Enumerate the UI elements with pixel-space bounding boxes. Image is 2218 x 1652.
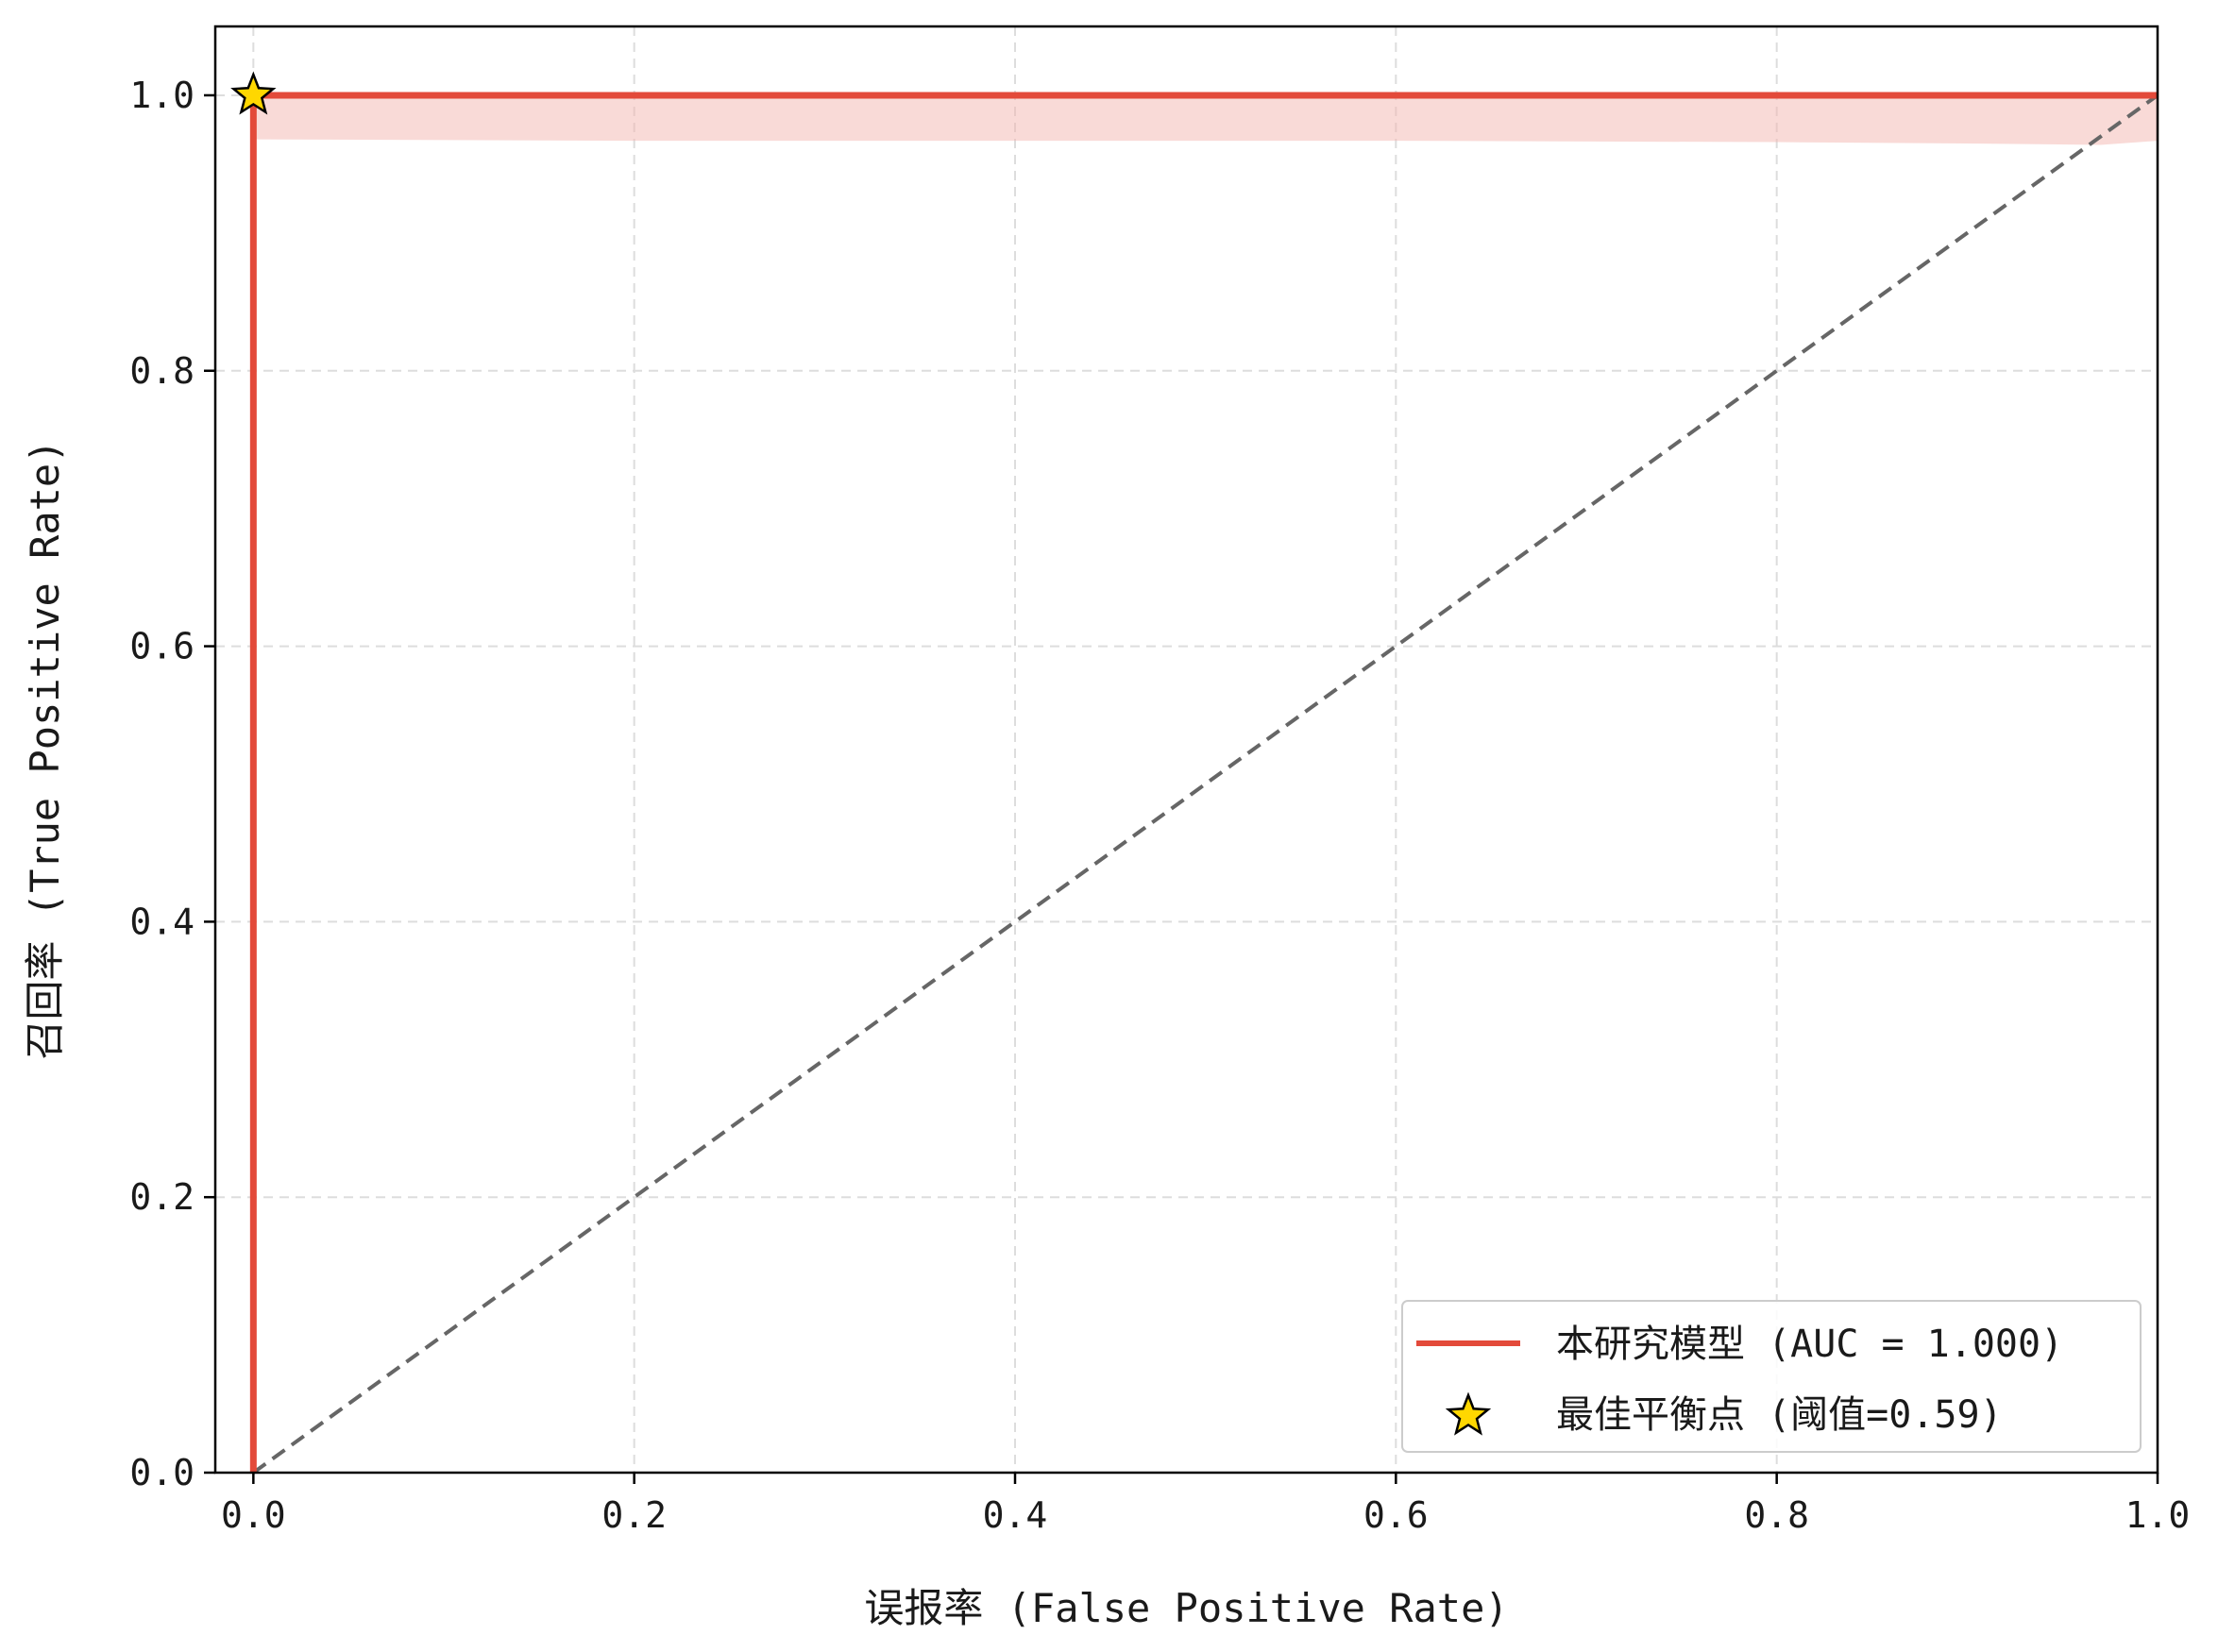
legend-star-swatch — [1445, 1391, 1492, 1436]
series-layer — [230, 71, 2158, 1473]
legend-label-model: 本研究模型 (AUC = 1.000) — [1556, 1323, 2063, 1366]
y-tick-label-5: 1.0 — [129, 75, 195, 116]
x-tick-label-3: 0.6 — [1363, 1494, 1429, 1536]
y-axis-title: 召回率 (True Positive Rate) — [22, 439, 68, 1059]
y-tick-label-2: 0.4 — [129, 901, 195, 942]
reference-line-layer — [252, 93, 2159, 1475]
x-tick-label-4: 0.8 — [1744, 1494, 1809, 1536]
best-point-star-marker — [230, 71, 277, 115]
x-tick-label-0: 0.0 — [221, 1494, 286, 1536]
y-tick-label-0: 0.0 — [129, 1452, 195, 1493]
plot-frame — [213, 25, 2159, 1475]
y-tick-label-1: 0.2 — [129, 1176, 195, 1218]
x-tick-label-5: 1.0 — [2125, 1494, 2191, 1536]
y-tick-label-3: 0.6 — [129, 626, 195, 667]
confidence-band — [253, 94, 2158, 145]
ticks: 0.0 0.2 0.4 0.6 0.8 1.0 0.0 0.2 0.4 0.6 0.8 1.0 — [129, 75, 2190, 1536]
legend-box — [1401, 1300, 2142, 1453]
x-axis-title: 误报率 (False Positive Rate) — [864, 1585, 1508, 1631]
x-tick-label-2: 0.4 — [983, 1494, 1048, 1536]
x-tick-label-1: 0.2 — [601, 1494, 667, 1536]
legend-label-best-point: 最佳平衡点 (阈值=0.59) — [1556, 1393, 2003, 1437]
y-tick-label-4: 0.8 — [129, 350, 195, 392]
confidence-band-layer — [253, 94, 2158, 145]
random-baseline-line — [252, 93, 2159, 1475]
legend: 本研究模型 (AUC = 1.000) 最佳平衡点 (阈值=0.59) — [1401, 1300, 2142, 1453]
